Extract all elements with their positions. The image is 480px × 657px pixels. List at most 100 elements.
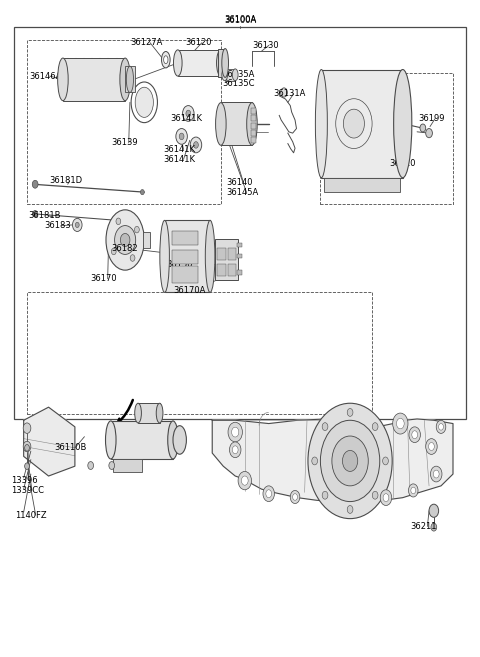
Circle shape (33, 210, 37, 217)
Circle shape (116, 218, 121, 225)
Circle shape (332, 436, 368, 486)
Text: 36135A: 36135A (222, 70, 254, 79)
Circle shape (176, 129, 187, 145)
Ellipse shape (173, 426, 186, 454)
Circle shape (229, 442, 241, 458)
Circle shape (412, 431, 418, 439)
Circle shape (393, 413, 408, 434)
Bar (217, 248, 226, 260)
Bar (138, 403, 159, 423)
Circle shape (32, 180, 38, 188)
Text: 1140FZ: 1140FZ (15, 511, 47, 520)
Ellipse shape (232, 69, 238, 81)
Text: 13396: 13396 (11, 476, 38, 485)
Bar (172, 266, 198, 283)
Bar (113, 459, 142, 472)
Text: 1339CC: 1339CC (11, 486, 44, 495)
Ellipse shape (126, 66, 133, 93)
Bar (215, 239, 238, 280)
Bar (228, 248, 236, 260)
Bar (237, 254, 242, 258)
Text: 36181B: 36181B (28, 212, 60, 220)
Text: 36110: 36110 (389, 159, 416, 168)
Ellipse shape (160, 220, 169, 292)
Circle shape (134, 227, 139, 233)
Circle shape (429, 443, 434, 451)
Circle shape (322, 491, 328, 499)
Circle shape (122, 218, 126, 223)
Bar (144, 232, 151, 248)
Circle shape (238, 472, 252, 489)
Bar (27, 292, 372, 414)
Circle shape (439, 424, 444, 430)
Circle shape (130, 255, 135, 261)
Text: 36150: 36150 (167, 260, 193, 269)
Circle shape (396, 419, 404, 429)
Bar (221, 102, 252, 145)
Circle shape (343, 109, 364, 138)
Circle shape (120, 233, 130, 246)
Ellipse shape (164, 56, 168, 64)
Circle shape (426, 129, 432, 138)
Circle shape (88, 462, 94, 470)
Circle shape (241, 476, 248, 485)
Ellipse shape (394, 70, 412, 177)
Circle shape (111, 248, 116, 255)
Circle shape (109, 462, 115, 470)
Ellipse shape (156, 403, 163, 423)
Bar (125, 66, 135, 93)
Circle shape (383, 457, 388, 465)
Ellipse shape (222, 69, 228, 81)
Text: 36100A: 36100A (224, 16, 256, 25)
Circle shape (321, 420, 380, 501)
Text: 36131A: 36131A (274, 89, 306, 99)
Bar (237, 242, 242, 247)
Bar (237, 270, 242, 275)
Circle shape (232, 446, 238, 454)
Ellipse shape (135, 87, 154, 118)
Circle shape (342, 451, 358, 472)
Text: 36199: 36199 (418, 114, 444, 124)
Bar (251, 130, 256, 136)
Circle shape (322, 422, 328, 430)
Ellipse shape (106, 421, 116, 459)
Bar (251, 123, 256, 129)
Ellipse shape (168, 421, 178, 459)
Text: 36181D: 36181D (49, 177, 83, 185)
Text: 36182: 36182 (112, 244, 138, 253)
Circle shape (266, 489, 272, 497)
Bar (14, 27, 467, 419)
Circle shape (24, 445, 29, 451)
Circle shape (72, 218, 82, 231)
Circle shape (263, 486, 275, 501)
Text: 36135C: 36135C (222, 79, 254, 89)
Ellipse shape (120, 58, 131, 101)
Text: 36170A: 36170A (173, 286, 205, 295)
Bar (322, 70, 403, 177)
Circle shape (347, 505, 353, 513)
Circle shape (23, 423, 31, 434)
Bar (63, 58, 125, 101)
Circle shape (429, 504, 439, 517)
Ellipse shape (58, 58, 68, 101)
Bar (251, 137, 256, 143)
Circle shape (431, 523, 437, 531)
Circle shape (431, 466, 442, 482)
Ellipse shape (161, 51, 170, 68)
Ellipse shape (173, 50, 182, 76)
Ellipse shape (205, 220, 215, 292)
Circle shape (23, 442, 31, 452)
Circle shape (75, 222, 79, 227)
Circle shape (409, 427, 420, 443)
Bar (321, 73, 454, 204)
Bar (172, 231, 198, 244)
Circle shape (115, 225, 136, 254)
Circle shape (24, 463, 29, 470)
Text: 36170: 36170 (91, 274, 117, 283)
Ellipse shape (247, 102, 257, 145)
Text: 36120: 36120 (185, 38, 212, 47)
Circle shape (380, 489, 392, 505)
Bar (27, 40, 221, 204)
Text: 36141K: 36141K (163, 155, 195, 164)
Bar (172, 250, 198, 264)
